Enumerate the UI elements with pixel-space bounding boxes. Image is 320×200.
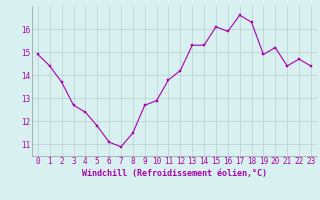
X-axis label: Windchill (Refroidissement éolien,°C): Windchill (Refroidissement éolien,°C): [82, 169, 267, 178]
